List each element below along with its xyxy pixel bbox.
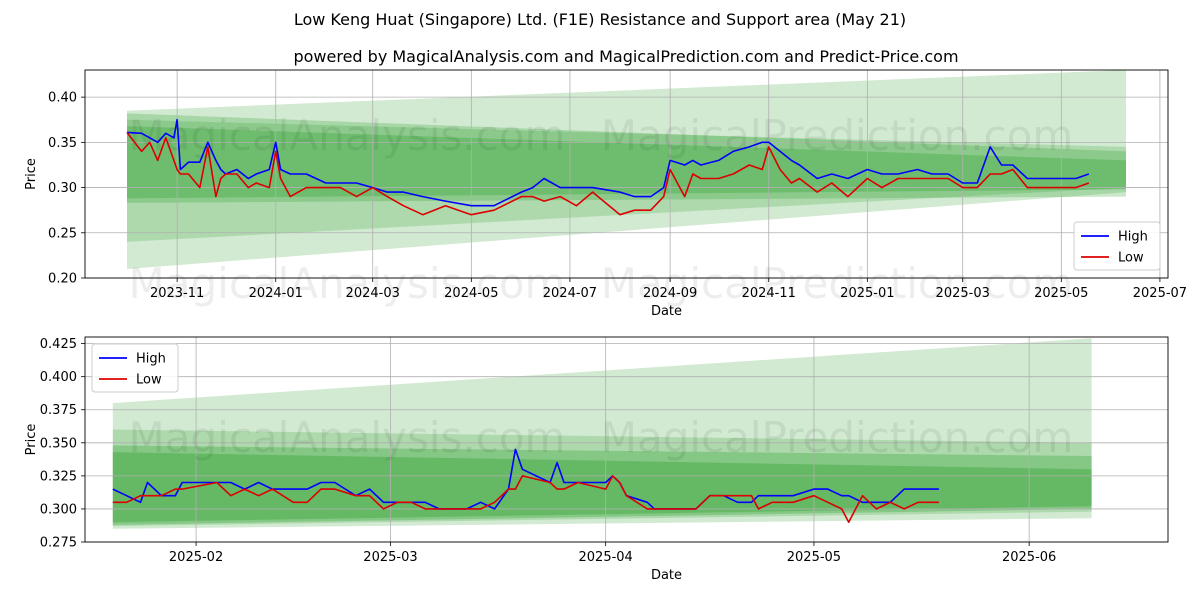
y-tick-label: 0.20 (48, 272, 77, 287)
chart-title: Low Keng Huat (Singapore) Ltd. (F1E) Res… (294, 10, 906, 29)
x-tick-label: 2025-06 (1002, 550, 1056, 565)
x-tick-label: 2025-03 (936, 286, 990, 301)
series-line-high (112, 448, 939, 510)
support-band-2 (112, 445, 1092, 525)
y-tick-label: 0.300 (40, 502, 77, 517)
plot-frame (84, 69, 1169, 279)
watermark-text: MagicalPrediction.com (601, 413, 1074, 462)
x-tick-label: 2023-11 (150, 286, 204, 301)
x-tick-label: 2024-11 (742, 286, 796, 301)
series-line-low (112, 475, 939, 523)
x-tick-label: 2025-05 (787, 550, 841, 565)
legend-label-low: Low (136, 373, 162, 388)
x-tick-label: 2024-07 (543, 286, 597, 301)
y-tick-label: 0.350 (40, 436, 77, 451)
support-band-0 (112, 338, 1092, 529)
support-band-0 (127, 70, 1126, 269)
x-tick-label: 2024-01 (249, 286, 303, 301)
plot-frame (84, 336, 1169, 543)
y-tick-label: 0.35 (48, 136, 77, 151)
watermark-text: MagicalPrediction.com (601, 259, 1074, 308)
x-tick-label: 2025-04 (579, 550, 633, 565)
x-tick-label: 2025-02 (169, 550, 223, 565)
y-axis-label: Price (24, 158, 39, 190)
y-tick-label: 0.25 (48, 226, 77, 241)
y-tick-label: 0.30 (48, 181, 77, 196)
x-tick-label: 2024-05 (444, 286, 498, 301)
support-band-3 (112, 452, 1092, 523)
support-band-1 (127, 119, 1126, 242)
y-tick-label: 0.325 (40, 469, 77, 484)
x-tick-label: 2024-03 (346, 286, 400, 301)
x-tick-label: 2024-09 (643, 286, 697, 301)
bottom-chart-panel: 2025-02 2025-03 2025-04 2025-05 2025-06 0.275… (24, 336, 1169, 583)
support-band-3 (127, 126, 1126, 199)
y-tick-label: 0.400 (40, 370, 77, 385)
chart-subtitle: powered by MagicalAnalysis.com and Magic… (293, 47, 958, 66)
legend-box (1073, 221, 1161, 271)
x-tick-label: 2025-01 (840, 286, 894, 301)
watermark-text: MagicalAnalysis.com (129, 259, 566, 308)
legend-label-high: High (1118, 230, 1148, 245)
series-line-low (126, 131, 1090, 216)
series-line-high (126, 118, 1090, 207)
support-band-2 (127, 113, 1126, 203)
y-axis-label: Price (24, 424, 39, 456)
y-tick-label: 0.425 (40, 337, 77, 352)
top-chart-panel: 2023-11 2024-01 2024-03 2024-05 2024-07 2024-… (24, 69, 1187, 319)
watermark-text: MagicalAnalysis.com (129, 413, 566, 462)
y-tick-label: 0.40 (48, 91, 77, 106)
x-tick-label: 2025-03 (363, 550, 417, 565)
support-band-1 (112, 429, 1092, 527)
x-axis-label: Date (651, 568, 682, 583)
legend-label-low: Low (1118, 251, 1144, 266)
watermark-text: MagicalPrediction.com (601, 111, 1074, 160)
watermark-text: MagicalAnalysis.com (129, 111, 566, 160)
x-tick-label: 2025-07 (1133, 286, 1187, 301)
legend-box (91, 343, 179, 393)
x-tick-label: 2025-05 (1034, 286, 1088, 301)
y-tick-label: 0.275 (40, 536, 77, 551)
x-axis-label: Date (651, 304, 682, 319)
legend: High Low (91, 343, 179, 393)
legend-label-high: High (136, 352, 166, 367)
y-tick-label: 0.375 (40, 403, 77, 418)
legend: High Low (1073, 221, 1161, 271)
